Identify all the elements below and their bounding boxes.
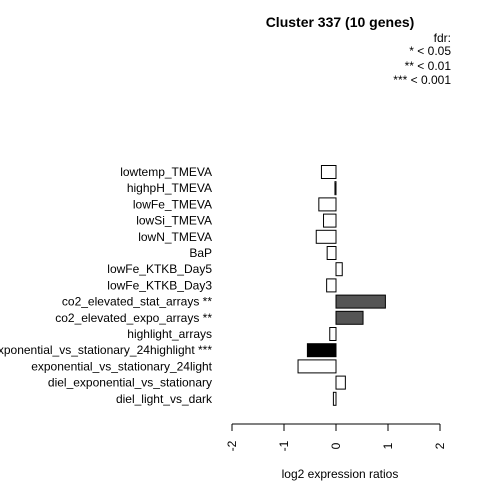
- category-labels: lowtemp_TMEVA highpH_TMEVA lowFe_TMEVA lowS…: [0, 165, 213, 406]
- bar-3: [323, 213, 337, 228]
- category-label-7: lowFe_KTKB_Day3: [107, 278, 212, 292]
- category-label-10: highlight_arrays: [127, 327, 212, 341]
- category-label-2: lowFe_TMEVA: [133, 197, 212, 211]
- bar-14: [332, 391, 337, 406]
- bar-7: [326, 278, 337, 293]
- bar-2: [318, 197, 337, 212]
- x-tick-label-4: 2: [433, 442, 447, 449]
- bar-4: [315, 229, 337, 244]
- bar-10: [329, 327, 337, 341]
- bar-1: [334, 181, 337, 196]
- bar-5: [326, 246, 337, 260]
- category-label-12: exponential_vs_stationary_24light: [31, 359, 212, 373]
- x-tick-label-0: -2: [225, 440, 239, 451]
- fdr-legend: fdr: * < 0.05 ** < 0.01 *** < 0.001: [393, 31, 451, 87]
- bar-0: [320, 165, 337, 179]
- category-label-4: lowN_TMEVA: [138, 230, 212, 244]
- x-tick-label-3: 1: [381, 442, 395, 449]
- legend-entry-3: *** < 0.001: [393, 73, 451, 87]
- category-label-9: co2_elevated_expo_arrays **: [55, 311, 212, 325]
- bar-9: [335, 310, 364, 325]
- bar-12: [297, 359, 337, 374]
- category-label-0: lowtemp_TMEVA: [120, 165, 212, 179]
- x-axis-label: log2 expression ratios: [282, 467, 399, 481]
- chart-title: Cluster 337 (10 genes): [266, 14, 415, 30]
- category-label-8: co2_elevated_stat_arrays **: [62, 295, 212, 309]
- x-axis: -2 -1 0 1 2: [225, 423, 447, 451]
- legend-entry-2: ** < 0.01: [405, 59, 452, 73]
- bars-group: [297, 165, 386, 406]
- x-tick-label-1: -1: [277, 440, 291, 451]
- category-label-1: highpH_TMEVA: [127, 181, 212, 195]
- bar-6: [335, 262, 343, 277]
- bar-13: [335, 375, 346, 390]
- legend-entry-1: * < 0.05: [409, 44, 451, 58]
- legend-title: fdr:: [434, 31, 451, 45]
- category-label-3: lowSi_TMEVA: [136, 214, 212, 228]
- bar-8: [335, 294, 386, 309]
- category-label-11: exponential_vs_stationary_24highlight **…: [0, 343, 212, 357]
- bar-11: [306, 343, 337, 358]
- x-tick-label-2: 0: [329, 442, 343, 449]
- category-label-13: diel_exponential_vs_stationary: [48, 376, 212, 390]
- category-label-14: diel_light_vs_dark: [116, 392, 213, 406]
- category-label-5: BaP: [189, 246, 212, 260]
- category-label-6: lowFe_KTKB_Day5: [107, 262, 212, 276]
